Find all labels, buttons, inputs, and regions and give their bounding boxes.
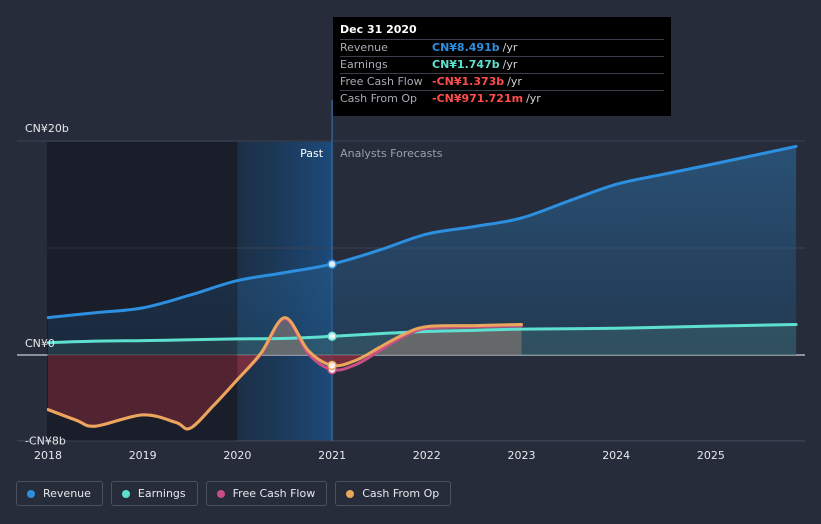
cash-from-op-line bbox=[47, 316, 523, 431]
cash-from-op-marker bbox=[327, 360, 337, 371]
y-tick-label-2: -CN¥8b bbox=[25, 435, 66, 448]
tooltip-row-free-cash-flow: Free Cash Flow -CN¥1.373b/yr bbox=[340, 73, 664, 90]
x-tick-label-2020: 2020 bbox=[223, 449, 251, 462]
legend-label: Earnings bbox=[137, 487, 186, 500]
revenue-marker bbox=[327, 259, 337, 269]
tooltip-row-value: CN¥8.491b bbox=[432, 41, 500, 54]
legend-item-revenue[interactable]: Revenue bbox=[16, 481, 103, 506]
hover-tooltip: Dec 31 2020 Revenue CN¥8.491b/yr Earnings C… bbox=[333, 17, 671, 116]
revenue-area bbox=[48, 146, 797, 355]
legend-dot-icon bbox=[121, 489, 130, 498]
cashflow-negative-area bbox=[48, 355, 522, 429]
legend-label: Free Cash Flow bbox=[232, 487, 316, 500]
x-tick-label-2023: 2023 bbox=[508, 449, 536, 462]
tooltip-row-label: Revenue bbox=[340, 41, 388, 54]
legend-dot-icon bbox=[27, 489, 35, 498]
tooltip-row-cash-from-op: Cash From Op -CN¥971.721m/yr bbox=[340, 90, 664, 107]
legend-dot-icon bbox=[216, 489, 225, 498]
x-tick-label-2024: 2024 bbox=[602, 449, 630, 462]
revenue-line bbox=[47, 144, 798, 320]
tooltip-row-value: -CN¥971.721m bbox=[432, 92, 524, 105]
tooltip-row-unit: /yr bbox=[526, 92, 541, 105]
legend-label: Cash From Op bbox=[362, 487, 440, 500]
tooltip-row-label: Earnings bbox=[340, 58, 388, 71]
legend-item-free-cash-flow[interactable]: Free Cash Flow bbox=[205, 481, 328, 506]
past-label: Past bbox=[300, 147, 324, 160]
tooltip-row-label: Free Cash Flow bbox=[340, 75, 423, 88]
tooltip-row-unit: /yr bbox=[502, 58, 518, 71]
cashflow-positive-area bbox=[48, 317, 522, 355]
y-tick-label-1: CN¥0 bbox=[25, 337, 55, 350]
tooltip-row-unit: /yr bbox=[507, 75, 522, 88]
x-tick-label-2018: 2018 bbox=[34, 449, 62, 462]
x-tick-label-2022: 2022 bbox=[413, 449, 441, 462]
tooltip-row-value: -CN¥1.373b bbox=[432, 75, 505, 88]
tooltip-row-unit: /yr bbox=[502, 41, 518, 54]
earnings-marker bbox=[327, 331, 337, 342]
legend-label: Revenue bbox=[43, 487, 91, 500]
legend: Revenue Earnings Free Cash Flow Cash From O… bbox=[16, 481, 452, 508]
tooltip-row-revenue: Revenue CN¥8.491b/yr bbox=[340, 39, 664, 56]
tooltip-title: Dec 31 2020 bbox=[340, 23, 417, 36]
x-tick-label-2021: 2021 bbox=[318, 449, 346, 462]
y-tick-label-0: CN¥20b bbox=[25, 122, 69, 135]
earnings-line bbox=[47, 323, 798, 345]
legend-item-earnings[interactable]: Earnings bbox=[110, 481, 198, 506]
tooltip-row-label: Cash From Op bbox=[340, 92, 418, 105]
legend-dot-icon bbox=[346, 489, 355, 498]
x-tick-label-2019: 2019 bbox=[129, 449, 157, 462]
x-tick-label-2025: 2025 bbox=[697, 449, 725, 462]
tooltip-row-value: CN¥1.747b bbox=[432, 58, 500, 71]
forecast-label: Analysts Forecasts bbox=[340, 147, 443, 160]
tooltip-row-earnings: Earnings CN¥1.747b/yr bbox=[340, 56, 664, 73]
past-overlay bbox=[47, 142, 238, 441]
legend-item-cash-from-op[interactable]: Cash From Op bbox=[335, 481, 452, 506]
